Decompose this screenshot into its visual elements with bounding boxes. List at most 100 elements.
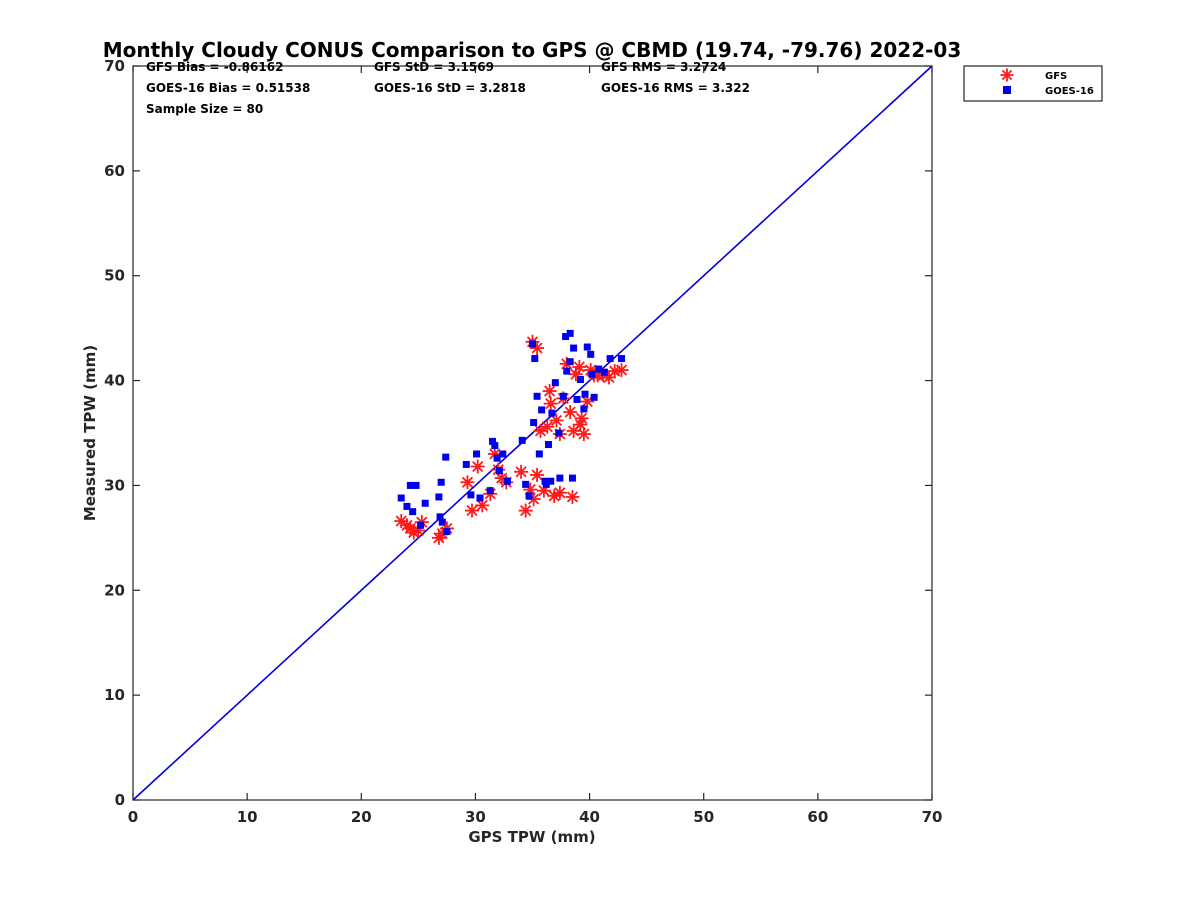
goes-16-point (535, 450, 543, 458)
goes-16-point (417, 521, 425, 529)
gfs-point (542, 384, 557, 399)
goes-16-point (438, 518, 446, 526)
gfs-point (563, 405, 578, 420)
goes-16-point (576, 376, 584, 384)
goes-16-point (542, 480, 550, 488)
goes-std-text: GOES-16 StD = 3.2818 (374, 81, 526, 95)
axis-ticks: 0 10 20 30 40 50 60 70 0 10 20 30 40 50 60 70 (104, 57, 942, 826)
goes-16-point (580, 405, 588, 413)
plot-area: 0 10 20 30 40 50 60 70 0 10 20 30 40 50 60 70 (104, 57, 942, 826)
goes-16-point (568, 474, 576, 482)
goes-16-point (437, 478, 445, 486)
goes-16-point (531, 355, 539, 363)
goes-16-point (518, 436, 526, 444)
goes-16-point (462, 460, 470, 468)
gfs-point (460, 475, 475, 490)
gfs-point (514, 464, 529, 479)
goes-16-point (503, 477, 511, 485)
goes-16-point (467, 491, 475, 499)
goes-16-point (529, 340, 536, 348)
goes-16-point (544, 441, 552, 449)
x-tick-label: 60 (807, 808, 828, 826)
goes-16-point (573, 395, 581, 403)
gfs-bias-text: GFS Bias = -0.86162 (146, 60, 283, 74)
plot-frame (132, 65, 933, 801)
goes-16-point (443, 528, 451, 536)
goes-16-point (499, 450, 507, 458)
goes-16-point (618, 355, 626, 363)
goes-16-point (606, 355, 614, 363)
goes-16-point (530, 419, 538, 427)
x-axis-label: GPS TPW (mm) (468, 828, 595, 846)
gfs-point (518, 503, 533, 518)
goes-16-point (595, 365, 603, 373)
goes-16-point (588, 370, 596, 378)
goes-16-point (562, 333, 570, 341)
gfs-rms-text: GFS RMS = 3.2724 (601, 60, 726, 74)
goes-16-point (489, 437, 497, 445)
goes-16-point (476, 494, 484, 502)
gfs-point (614, 363, 629, 378)
y-axis-label: Measured TPW (mm) (81, 345, 99, 521)
goes-16-point (566, 329, 574, 337)
reference-line-layer (132, 65, 933, 801)
x-tick-label: 30 (465, 808, 486, 826)
chart-title: Monthly Cloudy CONUS Comparison to GPS @… (103, 38, 962, 62)
x-tick-label: 70 (922, 808, 943, 826)
goes-16-point (412, 481, 420, 489)
stats-annotations: GFS Bias = -0.86162 GOES-16 Bias = 0.515… (146, 60, 750, 116)
legend-goes-label: GOES-16 (1045, 86, 1094, 97)
y-tick-label: 60 (104, 162, 125, 180)
goes-16-point (486, 487, 494, 495)
x-tick-label: 20 (351, 808, 372, 826)
goes-16-point (587, 350, 595, 358)
goes-16-point (555, 429, 563, 437)
goes-16-point (525, 492, 533, 500)
y-tick-label: 0 (115, 791, 125, 809)
goes-16-point (491, 442, 499, 450)
x-tick-label: 40 (579, 808, 600, 826)
goes-16-point (493, 454, 501, 462)
goes-16-point (435, 493, 443, 501)
gfs-point (465, 503, 480, 518)
one-to-one-line (132, 65, 933, 801)
gfs-point (565, 489, 580, 504)
gfs-point (470, 459, 485, 474)
legend-gfs-asterisk-icon (1000, 68, 1014, 82)
gfs-point (572, 359, 587, 374)
goes-16-point (590, 393, 598, 401)
legend-goes-square-icon (1003, 86, 1011, 94)
gfs-series (394, 334, 629, 545)
goes-16-point (533, 392, 541, 400)
gfs-point (543, 396, 558, 411)
goes-16-point (556, 474, 564, 482)
goes-16-point (570, 344, 578, 352)
sample-size-text: Sample Size = 80 (146, 102, 263, 116)
goes-rms-text: GOES-16 RMS = 3.322 (601, 81, 750, 95)
gfs-point (530, 341, 545, 356)
legend: GFS GOES-16 (963, 65, 1103, 102)
gfs-point (573, 417, 588, 432)
goes-16-point (473, 450, 481, 458)
goes-16-point (409, 508, 417, 516)
goes-16-point (559, 392, 567, 400)
goes-16-point (442, 453, 450, 461)
goes-16-point (522, 480, 530, 488)
y-tick-label: 30 (104, 476, 125, 494)
x-tick-label: 0 (128, 808, 138, 826)
goes-bias-text: GOES-16 Bias = 0.51538 (146, 81, 310, 95)
x-tick-label: 10 (237, 808, 258, 826)
y-tick-label: 70 (104, 57, 125, 75)
gfs-point (540, 419, 555, 434)
goes-16-point (403, 502, 411, 510)
goes-16-point (436, 513, 444, 521)
legend-box (963, 65, 1103, 102)
goes-16-point (406, 481, 414, 489)
goes-16-point (548, 409, 556, 417)
y-tick-label: 50 (104, 267, 125, 285)
legend-gfs-label: GFS (1045, 71, 1067, 82)
y-tick-label: 40 (104, 372, 125, 390)
goes-16-point (581, 390, 589, 398)
goes-16-point (397, 494, 405, 502)
